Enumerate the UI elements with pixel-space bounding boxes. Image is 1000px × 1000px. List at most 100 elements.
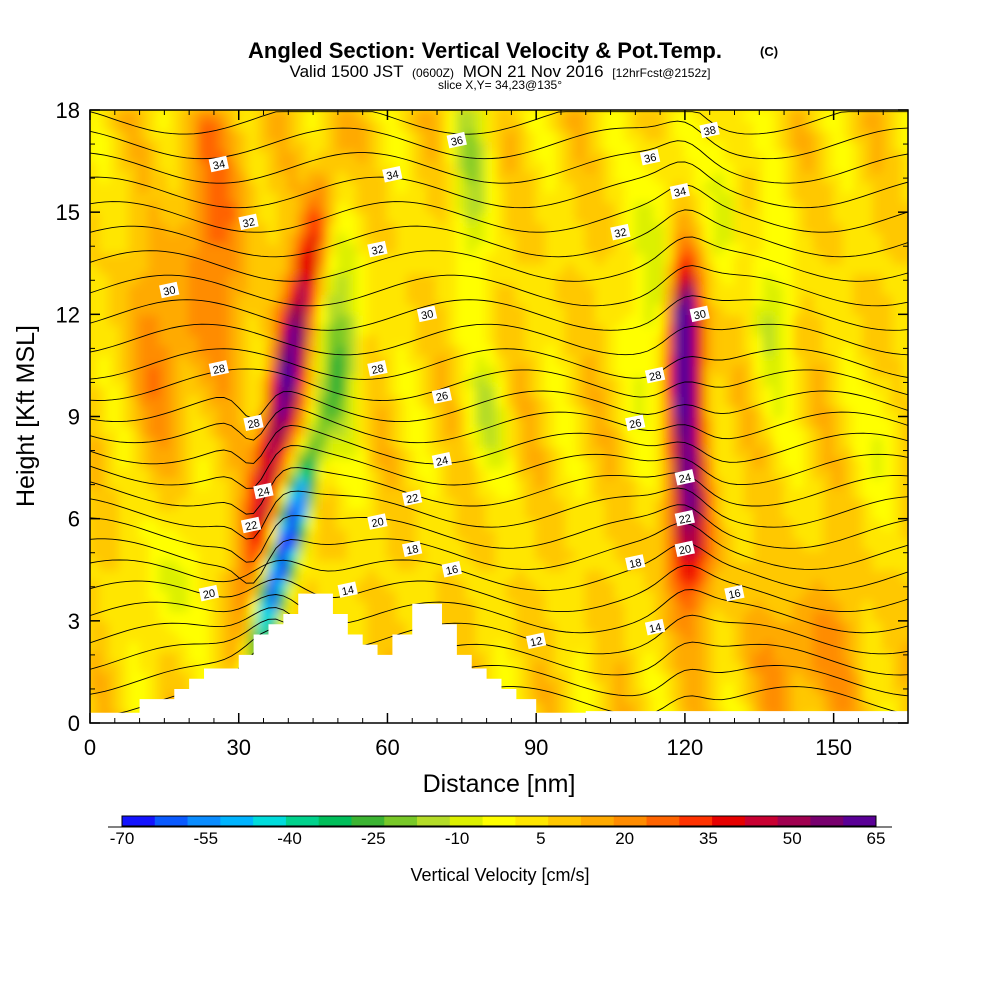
velocity-cell xyxy=(594,303,607,316)
velocity-cell xyxy=(188,619,201,633)
velocity-cell xyxy=(168,527,181,541)
velocity-cell xyxy=(90,466,101,479)
velocity-cell xyxy=(882,435,895,449)
velocity-cell xyxy=(445,343,458,357)
velocity-cell xyxy=(713,282,726,295)
velocity-cell xyxy=(515,497,528,510)
velocity-cell xyxy=(118,405,131,418)
velocity-cell xyxy=(465,599,478,612)
velocity-cell xyxy=(396,364,409,377)
velocity-cell xyxy=(902,476,908,490)
velocity-cell xyxy=(98,303,111,316)
velocity-cell xyxy=(624,252,637,265)
velocity-cell xyxy=(416,425,429,438)
velocity-cell xyxy=(98,231,111,244)
velocity-cell xyxy=(307,476,320,490)
velocity-cell xyxy=(664,139,676,152)
velocity-cell xyxy=(673,456,686,469)
velocity-cell xyxy=(128,701,141,714)
velocity-cell xyxy=(227,395,240,408)
velocity-cell xyxy=(892,487,905,500)
velocity-cell xyxy=(336,476,349,490)
velocity-cell xyxy=(763,650,776,663)
velocity-cell xyxy=(307,190,320,203)
velocity-cell xyxy=(168,538,181,551)
velocity-cell xyxy=(386,139,399,152)
velocity-cell xyxy=(664,110,676,122)
velocity-cell xyxy=(773,691,786,704)
velocity-cell xyxy=(713,364,726,377)
velocity-cell xyxy=(614,640,627,653)
velocity-cell xyxy=(436,262,448,275)
velocity-cell xyxy=(277,405,290,418)
velocity-cell xyxy=(287,374,300,387)
velocity-cell xyxy=(158,200,171,214)
velocity-cell xyxy=(634,507,647,520)
velocity-cell xyxy=(693,272,706,285)
velocity-cell xyxy=(307,456,320,469)
velocity-cell xyxy=(525,446,538,459)
velocity-cell xyxy=(386,211,399,224)
velocity-cell xyxy=(445,364,458,377)
velocity-cell xyxy=(515,415,528,428)
velocity-cell xyxy=(376,374,389,387)
velocity-cell xyxy=(594,110,607,122)
velocity-cell xyxy=(902,303,908,316)
velocity-cell xyxy=(326,313,339,326)
velocity-cell xyxy=(654,160,667,173)
velocity-cell xyxy=(604,110,617,122)
velocity-cell xyxy=(693,630,706,643)
velocity-cell xyxy=(574,231,587,244)
velocity-cell xyxy=(346,119,359,132)
velocity-cell xyxy=(90,405,101,418)
velocity-cell xyxy=(475,252,488,265)
velocity-cell xyxy=(436,272,448,285)
velocity-cell xyxy=(614,681,627,694)
velocity-cell xyxy=(614,527,627,541)
velocity-cell xyxy=(703,313,716,326)
velocity-cell xyxy=(445,395,458,408)
velocity-cell xyxy=(535,190,548,203)
velocity-cell xyxy=(495,415,508,428)
velocity-cell xyxy=(336,517,349,530)
velocity-cell xyxy=(664,405,676,418)
velocity-cell xyxy=(753,456,766,469)
velocity-cell xyxy=(307,160,320,173)
velocity-cell xyxy=(862,110,875,122)
velocity-cell xyxy=(178,262,191,275)
velocity-cell xyxy=(862,415,875,428)
velocity-cell xyxy=(792,190,805,203)
velocity-cell xyxy=(168,303,181,316)
velocity-cell xyxy=(564,272,577,285)
velocity-cell xyxy=(376,609,389,622)
velocity-cell xyxy=(792,446,805,459)
velocity-cell xyxy=(366,252,379,265)
velocity-cell xyxy=(128,374,141,387)
velocity-cell xyxy=(356,487,369,500)
velocity-cell xyxy=(307,129,320,142)
velocity-cell xyxy=(426,354,439,367)
velocity-cell xyxy=(723,466,736,479)
velocity-cell xyxy=(475,262,488,275)
velocity-cell xyxy=(733,231,746,244)
velocity-cell xyxy=(882,578,895,592)
velocity-cell xyxy=(465,507,478,520)
velocity-cell xyxy=(148,415,161,428)
velocity-cell xyxy=(892,129,905,142)
velocity-cell xyxy=(733,476,746,490)
velocity-cell xyxy=(545,180,558,193)
subtitle-forecast: [12hrFcst@2152z] xyxy=(612,66,710,80)
velocity-cell xyxy=(108,650,121,663)
velocity-cell xyxy=(317,435,329,449)
velocity-cell xyxy=(317,129,329,142)
velocity-cell xyxy=(564,701,577,714)
velocity-cell xyxy=(108,110,121,122)
velocity-cell xyxy=(416,548,429,561)
velocity-cell xyxy=(455,640,468,653)
velocity-cell xyxy=(277,476,290,490)
velocity-cell xyxy=(475,568,488,581)
velocity-cell xyxy=(178,292,191,306)
velocity-cell xyxy=(654,435,667,449)
velocity-cell xyxy=(792,405,805,418)
velocity-cell xyxy=(386,292,399,306)
